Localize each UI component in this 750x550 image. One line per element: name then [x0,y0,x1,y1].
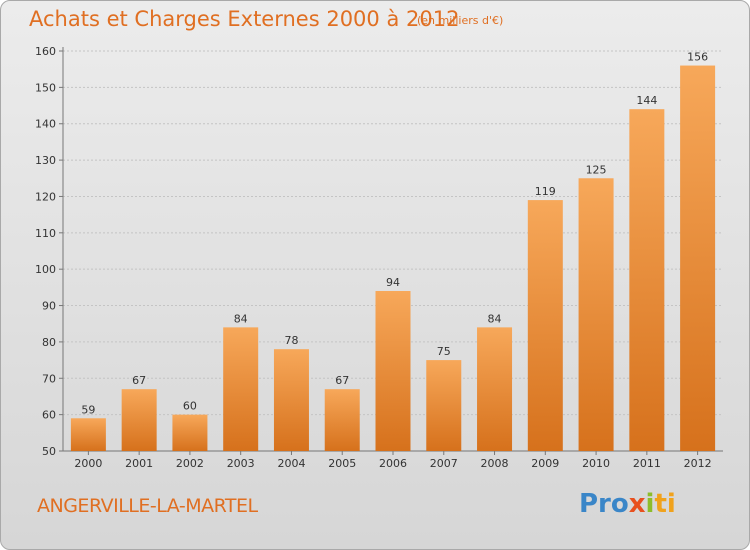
x-tick-label: 2004 [277,457,305,470]
bar [121,389,157,451]
bar [375,291,411,451]
bar-value-label: 75 [437,345,451,358]
bar-value-label: 59 [81,403,95,416]
x-tick-label: 2005 [328,457,356,470]
bar-value-label: 78 [284,334,298,347]
y-tick-label: 120 [35,190,56,203]
bar [324,389,360,451]
x-tick-label: 2009 [531,457,559,470]
x-tick-label: 2008 [481,457,509,470]
y-tick-label: 160 [35,45,56,58]
logo-part-i: i [645,489,655,519]
bar [527,200,563,451]
chart-title: Achats et Charges Externes 2000 à 2012 [29,7,460,31]
x-tick-label: 2011 [633,457,661,470]
bar-value-label: 67 [335,374,349,387]
x-tick-label: 2000 [74,457,102,470]
x-tick-label: 2012 [684,457,712,470]
bar [629,109,665,451]
y-tick-label: 90 [42,300,56,313]
proxiti-logo: Proxiti [579,489,676,519]
x-tick-label: 2010 [582,457,610,470]
logo-part-pro: Pro [579,489,629,519]
bar-value-label: 84 [488,312,502,325]
y-tick-label: 70 [42,372,56,385]
logo-part-ti: ti [654,489,676,519]
y-tick-label: 50 [42,445,56,458]
bar [578,178,614,452]
bar [172,414,208,451]
logo-part-x: x [628,489,646,519]
y-tick-label: 130 [35,154,56,167]
bar [426,360,462,451]
x-tick-label: 2002 [176,457,204,470]
x-tick-label: 2006 [379,457,407,470]
bar-value-label: 125 [586,163,607,176]
y-tick-label: 60 [42,409,56,422]
bar [477,327,513,451]
bar-value-label: 119 [535,185,556,198]
place-name: ANGERVILLE-LA-MARTEL [37,495,258,517]
y-tick-label: 110 [35,227,56,240]
chart-subtitle: (en milliers d'€) [417,14,504,27]
y-tick-label: 140 [35,118,56,131]
y-tick-label: 100 [35,263,56,276]
bar [680,65,716,451]
bar-value-label: 94 [386,276,400,289]
bar-value-label: 84 [234,312,248,325]
y-tick-label: 80 [42,336,56,349]
y-tick-label: 150 [35,81,56,94]
x-tick-label: 2007 [430,457,458,470]
x-tick-label: 2001 [125,457,153,470]
bar [70,418,106,451]
bar [273,349,309,451]
bar-value-label: 156 [687,51,708,64]
bar [223,327,259,451]
x-tick-label: 2003 [227,457,255,470]
bar-value-label: 60 [183,400,197,413]
bar-value-label: 144 [636,94,657,107]
bar-value-label: 67 [132,374,146,387]
